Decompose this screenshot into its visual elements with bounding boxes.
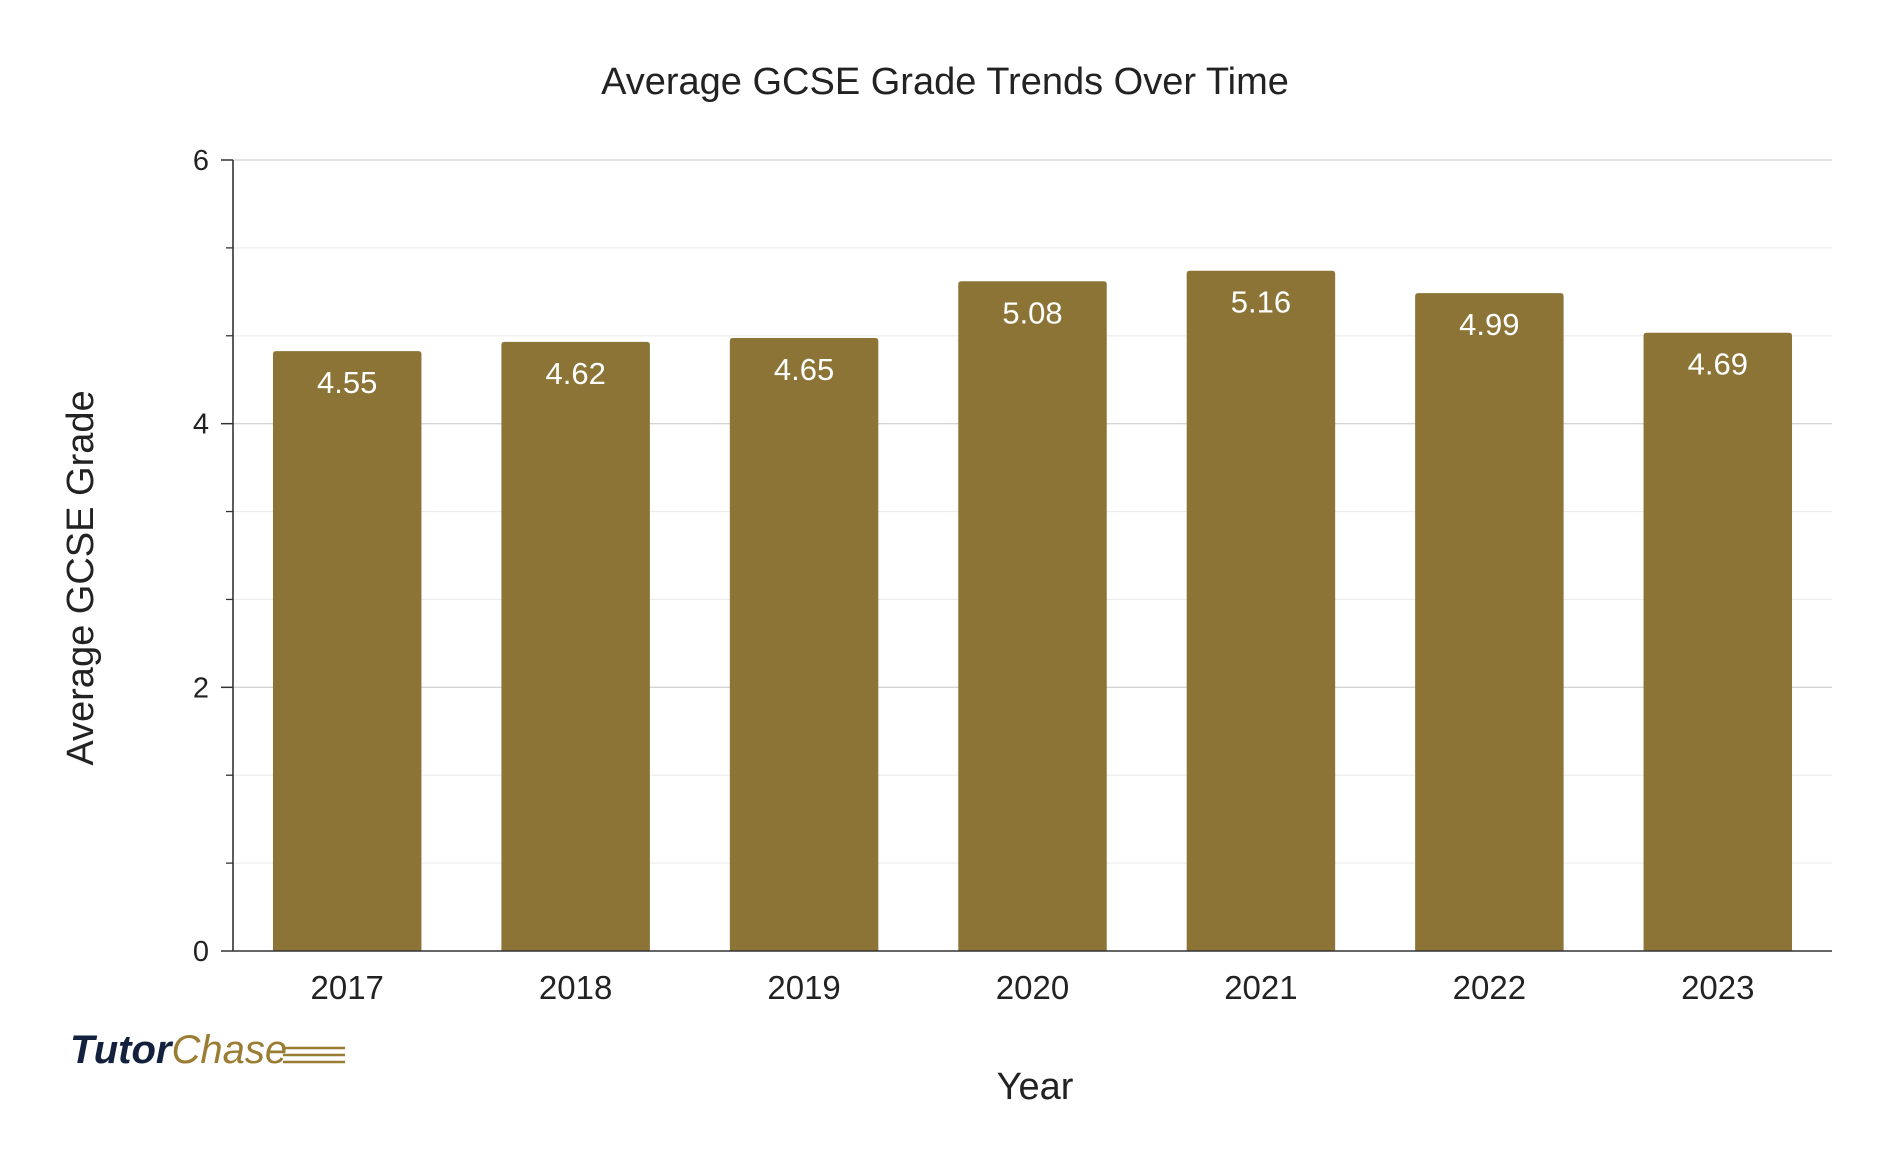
bar-2017 [272, 351, 422, 951]
data-label-2023: 4.69 [1688, 347, 1748, 382]
data-label-2022: 4.99 [1459, 307, 1519, 342]
y-tick-label: 0 [193, 936, 209, 968]
bar-2022 [1415, 293, 1564, 951]
bar-2020 [958, 281, 1107, 952]
x-tick-label-2021: 2021 [1224, 969, 1297, 1006]
axes: 0 2 4 6 2017 2018 2019 2020 2021 2022 2023 [193, 145, 1832, 1006]
x-tick-label-2019: 2019 [767, 969, 840, 1006]
svg-text:TutorChase: TutorChase [70, 1028, 287, 1072]
x-tick-label-2022: 2022 [1453, 969, 1526, 1006]
data-label-2018: 4.62 [545, 356, 605, 391]
bars: 4.55 4.62 4.65 5.08 5.16 4.99 4.69 [272, 270, 1793, 952]
x-axis-title: Year [997, 1066, 1074, 1108]
tutorchase-logo: TutorChase [70, 1028, 345, 1072]
bar-2023 [1643, 332, 1793, 951]
x-tick-label-2020: 2020 [996, 969, 1069, 1006]
y-tick-label: 4 [193, 409, 209, 441]
data-label-2021: 5.16 [1231, 285, 1291, 320]
y-axis-title: Average GCSE Grade [60, 390, 102, 765]
bar-2019 [729, 337, 879, 952]
logo-text-chase: Chase [171, 1028, 287, 1072]
logo-text-tutor: Tutor [70, 1028, 174, 1072]
y-tick-label: 2 [193, 672, 209, 704]
data-label-2019: 4.65 [774, 352, 834, 387]
bar-2018 [501, 341, 650, 951]
data-label-2020: 5.08 [1002, 295, 1062, 330]
data-label-2017: 4.55 [317, 365, 377, 400]
x-tick-label-2017: 2017 [311, 969, 384, 1006]
speed-lines-icon [283, 1046, 345, 1064]
chart-title: Average GCSE Grade Trends Over Time [601, 61, 1289, 103]
y-tick-label: 6 [193, 145, 209, 177]
bar-2021 [1186, 270, 1336, 951]
x-tick-label-2023: 2023 [1681, 969, 1754, 1006]
x-tick-label-2018: 2018 [539, 969, 612, 1006]
